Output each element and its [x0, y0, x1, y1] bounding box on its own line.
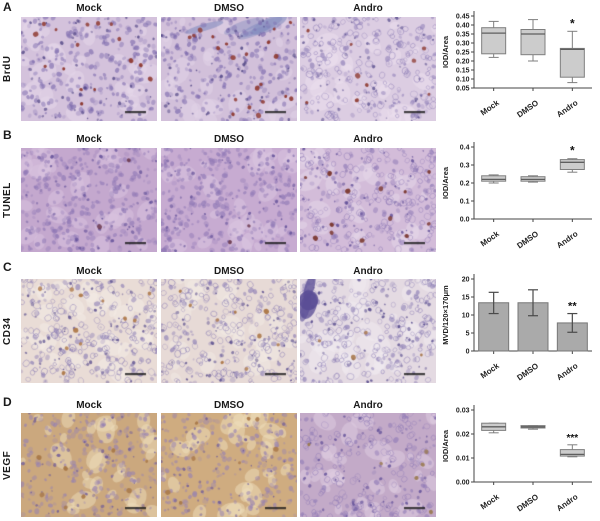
y-tick-label: 0.05	[456, 85, 470, 92]
y-axis-title: IOD/Area	[441, 166, 450, 199]
y-tick-label: 0.35	[456, 31, 470, 38]
column-header-dmso: DMSO	[214, 266, 244, 277]
y-tick-label: 0.10	[456, 76, 470, 83]
column-header-andro: Andro	[353, 3, 383, 14]
boxplot-brdu-iod: 0.05 0.10 0.15 0.20 0.25 0.30 0.35 0.40 0.45 IOD/…	[441, 11, 592, 119]
box	[481, 175, 507, 182]
y-axis-title: MVD/120×170μm	[441, 285, 450, 345]
y-tick-label: 5	[466, 330, 470, 337]
row-label-brdu: BrdU	[2, 55, 13, 83]
row-label-vegf: VEGF	[2, 450, 13, 480]
barchart-cd34-mvd: 0 5 10 15 20 MVD/120×170μm Mock DMSO Andro **	[441, 274, 592, 382]
y-tick-label: 0.40	[456, 22, 470, 29]
row-label-tunel: TUNEL	[2, 182, 13, 218]
y-tick-label: 0.1	[460, 198, 470, 205]
y-tick-label: 0.25	[456, 49, 470, 56]
column-header-mock: Mock	[76, 400, 102, 411]
column-header-mock: Mock	[76, 134, 102, 145]
x-category-label: DMSO	[515, 361, 540, 382]
panel-letter-a: A	[3, 0, 12, 14]
micrograph-brdu-mock	[21, 17, 157, 121]
y-axis-title: IOD/Area	[441, 429, 450, 462]
panel-letter-b: B	[3, 128, 12, 142]
column-header-mock: Mock	[76, 266, 102, 277]
column-header-dmso: DMSO	[214, 134, 244, 145]
micrograph-cd34-mock	[21, 279, 157, 383]
y-tick-label: 0.4	[460, 144, 470, 151]
significance-marker: *	[570, 16, 575, 30]
boxplot-vegf-iod: 0.00 0.01 0.02 0.03 IOD/Area Mock DMSO Andro ***	[441, 405, 592, 513]
box	[520, 29, 546, 56]
x-category-label: Mock	[479, 492, 501, 511]
y-tick-label: 0.3	[460, 162, 470, 169]
row-label-cd34: CD34	[2, 317, 13, 345]
y-tick-label: 0.20	[456, 58, 470, 65]
column-header-mock: Mock	[76, 3, 102, 14]
y-tick-label: 0.02	[456, 431, 470, 438]
micrograph-cd34-dmso	[161, 279, 297, 383]
y-tick-label: 0.45	[456, 13, 470, 20]
micrograph-tunel-andro	[300, 148, 436, 252]
box	[559, 449, 585, 457]
y-tick-label: 0.0	[460, 216, 470, 223]
significance-marker: ***	[566, 433, 578, 444]
panel-letter-d: D	[3, 395, 12, 409]
x-category-label: Andro	[555, 361, 580, 382]
significance-marker: *	[570, 144, 575, 158]
y-tick-label: 0.30	[456, 40, 470, 47]
micrograph-brdu-andro	[300, 17, 436, 121]
column-header-dmso: DMSO	[214, 400, 244, 411]
micrograph-vegf-dmso	[161, 413, 297, 517]
micrograph-vegf-andro	[300, 413, 436, 517]
x-category-label: Mock	[479, 229, 501, 248]
box	[481, 27, 507, 55]
box	[559, 159, 585, 170]
box	[559, 47, 585, 78]
x-category-label: DMSO	[515, 229, 540, 250]
y-tick-label: 0	[466, 348, 470, 355]
x-category-label: Andro	[555, 98, 580, 119]
y-tick-label: 10	[462, 312, 470, 319]
micrograph-cd34-andro	[300, 279, 436, 383]
boxplot-tunel-iod: 0.0 0.1 0.2 0.3 0.4 IOD/Area Mock DMSO Andro *	[441, 142, 592, 250]
y-tick-label: 0.00	[456, 479, 470, 486]
column-header-andro: Andro	[353, 400, 383, 411]
y-tick-label: 0.01	[456, 455, 470, 462]
y-tick-label: 0.2	[460, 180, 470, 187]
y-tick-label: 20	[462, 276, 470, 283]
panel-letter-c: C	[3, 260, 12, 274]
y-axis-title: IOD/Area	[441, 35, 450, 68]
x-category-label: DMSO	[515, 98, 540, 119]
x-category-label: Andro	[555, 229, 580, 250]
y-tick-label: 15	[462, 294, 470, 301]
x-category-label: DMSO	[515, 492, 540, 513]
micrograph-tunel-mock	[21, 148, 157, 252]
y-tick-label: 0.15	[456, 67, 470, 74]
micrograph-tunel-dmso	[161, 148, 297, 252]
significance-marker: **	[568, 301, 577, 313]
y-tick-label: 0.03	[456, 407, 470, 414]
column-header-andro: Andro	[353, 266, 383, 277]
x-category-label: Mock	[479, 361, 501, 380]
x-category-label: Andro	[555, 492, 580, 513]
column-header-andro: Andro	[353, 134, 383, 145]
x-category-label: Mock	[479, 98, 501, 117]
micrograph-vegf-mock	[21, 413, 157, 517]
micrograph-brdu-dmso	[161, 17, 297, 121]
column-header-dmso: DMSO	[214, 3, 244, 14]
